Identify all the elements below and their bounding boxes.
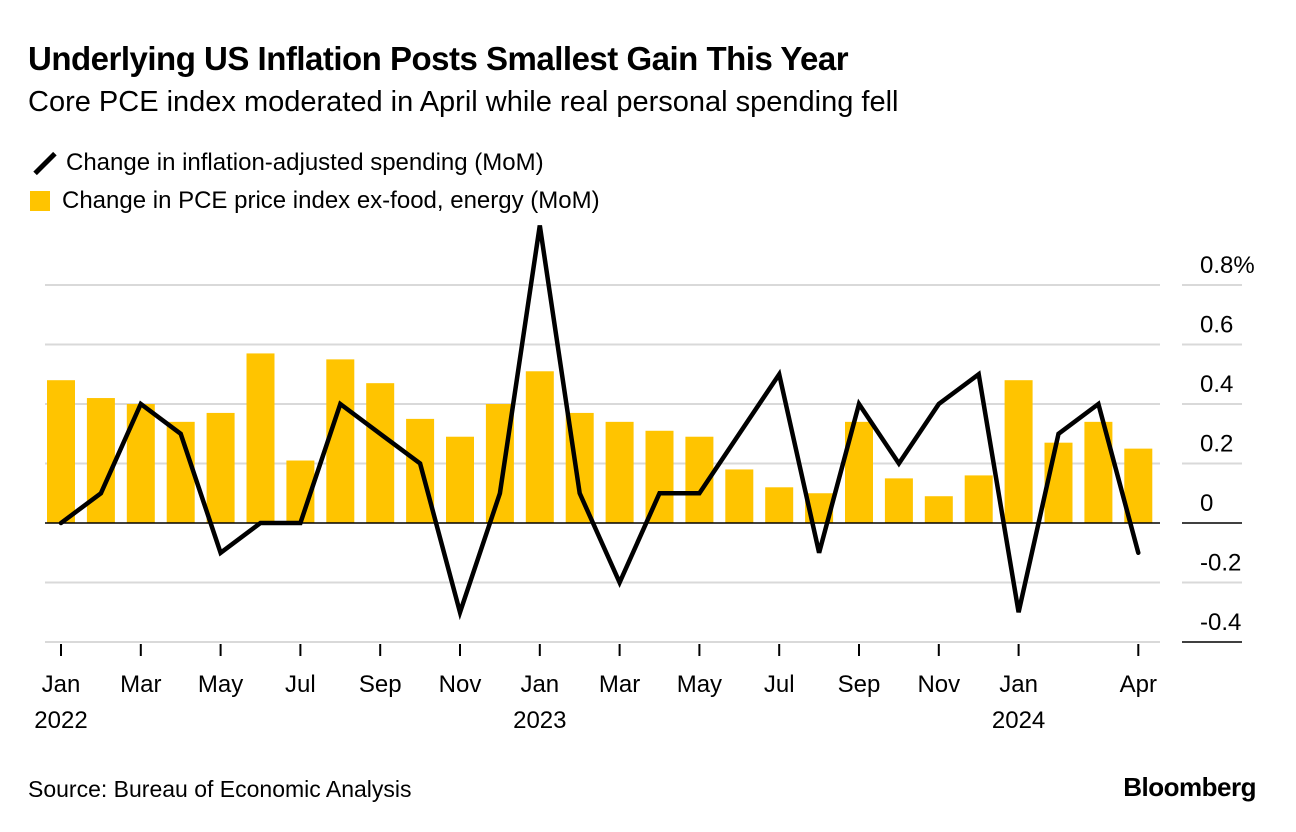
x-tick-label: Sep <box>838 671 881 698</box>
y-tick-label: 0.4 <box>1200 371 1233 398</box>
bar-core-pce <box>725 469 754 523</box>
bar-core-pce <box>446 436 474 523</box>
y-tick-label: 0 <box>1200 490 1213 517</box>
x-tick-label: Sep <box>359 671 402 698</box>
source-note: Source: Bureau of Economic Analysis <box>28 776 412 802</box>
bar-core-pce <box>86 398 115 523</box>
x-tick-label: Apr <box>1120 671 1157 698</box>
y-tick-label: 0.6 <box>1200 312 1233 339</box>
line-spending <box>58 225 1141 621</box>
x-tick-label: May <box>677 671 722 698</box>
legend-item-core-pce: Change in PCE price index ex-food, energ… <box>30 186 600 216</box>
y-tick-label: 0.8% <box>1200 252 1255 279</box>
bloomberg-logo: Bloomberg <box>1123 772 1256 802</box>
x-tick-label: Jan <box>42 671 81 698</box>
x-tick-year-label: 2023 <box>513 707 566 734</box>
bar-core-pce <box>645 430 674 523</box>
bar-core-pce <box>525 371 554 523</box>
chart-title: Underlying US Inflation Posts Smallest G… <box>28 40 849 77</box>
x-tick-label: May <box>198 671 243 698</box>
legend-item-spending: Change in inflation-adjusted spending (M… <box>30 148 544 178</box>
y-tick-label: -0.2 <box>1200 550 1241 577</box>
bar-core-pce <box>605 421 634 523</box>
bar-core-pce <box>884 478 913 523</box>
bar-core-pce <box>366 383 395 523</box>
legend-label-spending: Change in inflation-adjusted spending (M… <box>66 149 544 176</box>
bar-core-pce <box>246 353 275 523</box>
x-tick-label: Jan <box>999 671 1038 698</box>
x-tick-label: Mar <box>599 671 640 698</box>
legend-bar-swatch <box>30 191 50 211</box>
bar-core-pce <box>1004 380 1033 523</box>
x-tick-year-label: 2022 <box>34 707 87 734</box>
bar-core-pce <box>206 412 235 523</box>
bar-core-pce <box>924 496 953 523</box>
bar-core-pce <box>964 475 993 523</box>
y-tick-label: 0.2 <box>1200 431 1233 458</box>
x-tick-label: Mar <box>120 671 161 698</box>
y-tick-label: -0.4 <box>1200 609 1241 636</box>
bar-core-pce <box>326 359 355 523</box>
bar-core-pce <box>47 380 75 523</box>
x-tick-label: Nov <box>439 671 482 698</box>
x-tick-label: Nov <box>917 671 960 698</box>
x-tick-label: Jul <box>764 671 795 698</box>
bar-core-pce <box>765 487 794 523</box>
x-tick-label: Jan <box>520 671 559 698</box>
chart-subtitle: Core PCE index moderated in April while … <box>28 86 899 118</box>
x-tick-label: Jul <box>285 671 316 698</box>
legend-label-core-pce: Change in PCE price index ex-food, energ… <box>62 187 600 214</box>
x-tick-year-label: 2024 <box>992 707 1045 734</box>
